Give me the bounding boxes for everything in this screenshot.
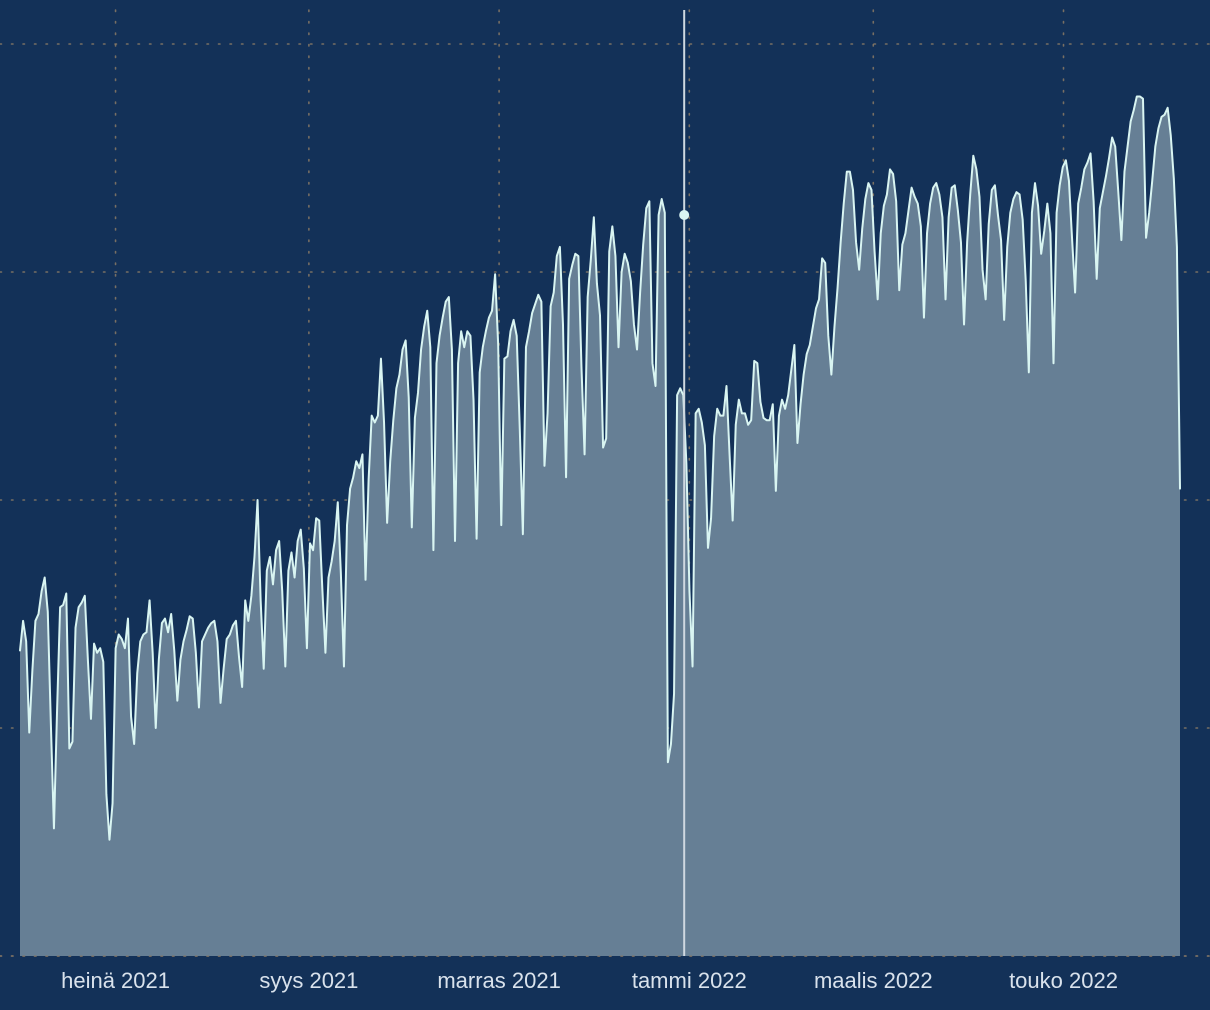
x-axis: heinä 2021 syys 2021 marras 2021 tammi 2022… [0,955,1210,993]
x-tick-label: heinä 2021 [61,968,170,993]
x-tick-label: syys 2021 [259,968,358,993]
series-layer [19,95,1181,956]
series-line [19,95,1181,841]
marker-point [679,210,690,220]
x-tick-label: marras 2021 [437,968,561,993]
x-tick-label: tammi 2022 [632,968,747,993]
marker-layer [679,10,690,956]
x-tick-label: maalis 2022 [814,968,933,993]
x-tick-label: touko 2022 [1009,968,1118,993]
series-area [20,96,1180,956]
